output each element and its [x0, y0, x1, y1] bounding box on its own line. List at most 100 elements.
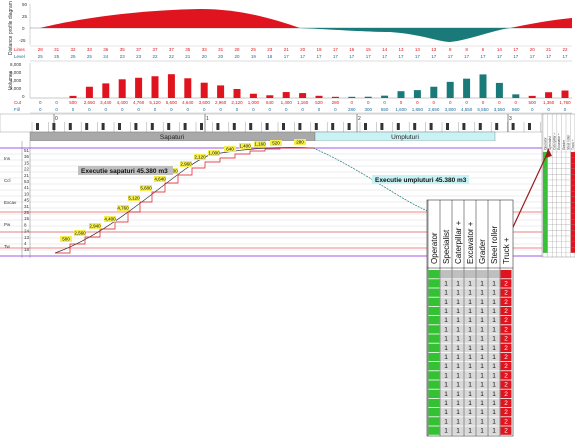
mini-cell	[561, 185, 567, 192]
profile-line-value: 32	[70, 47, 76, 52]
mini-cell	[561, 163, 567, 169]
volume-tick-4000: 4,000	[10, 78, 22, 83]
station-marker	[446, 123, 449, 130]
cut-value: 1,000	[248, 100, 260, 105]
crew-cell-value: 1	[468, 354, 472, 361]
crew-cell	[488, 279, 500, 288]
mini-cell	[547, 207, 553, 214]
mini-cell	[561, 235, 567, 242]
crew-cell	[464, 288, 476, 297]
crew-cell	[500, 398, 512, 408]
crew-cell-value: 1	[492, 409, 496, 416]
profile-level-value: 17	[546, 54, 552, 59]
cut-value: 2,650	[84, 100, 96, 105]
crew-cell	[428, 325, 440, 334]
mini-cell	[556, 185, 562, 192]
mini-cell	[556, 174, 562, 181]
left-axis-number: 8	[24, 222, 27, 227]
cut-value: 0	[515, 100, 518, 105]
fill-value: 4,550	[461, 107, 473, 112]
step-label-box	[117, 205, 129, 211]
mini-cell	[570, 185, 575, 192]
left-axis-number: 25	[24, 210, 30, 215]
mini-cell	[542, 207, 548, 214]
profile-line-value: 33	[202, 47, 208, 52]
crew-cell-value: 1	[492, 418, 496, 425]
crew-cell	[440, 362, 452, 371]
mini-cell	[552, 157, 557, 164]
cut-bar	[118, 79, 126, 98]
crew-cell	[452, 389, 464, 398]
crew-cell-value: 2	[504, 299, 508, 306]
mini-cell	[570, 247, 575, 253]
crew-cell-value: 2	[504, 290, 508, 297]
step-label-box	[89, 223, 101, 229]
cut-bar	[331, 96, 339, 98]
crew-cell-value: 1	[492, 400, 496, 407]
crew-cell	[452, 380, 464, 389]
crew-cell-value: 1	[480, 336, 484, 343]
fill-bar	[381, 95, 389, 98]
mini-cell	[565, 230, 571, 237]
crew-cell-value: 1	[492, 428, 496, 435]
crew-cell	[464, 297, 476, 306]
crew-cell-value: 1	[492, 354, 496, 361]
mini-cell	[561, 219, 567, 225]
station-marker	[134, 123, 138, 130]
mini-cell	[542, 168, 548, 175]
cut-title-box	[78, 166, 173, 175]
crew-cell	[440, 389, 452, 398]
profile-level-value: 17	[349, 54, 355, 59]
profile-line-value: 22	[562, 47, 568, 52]
crew-cell	[464, 343, 476, 352]
profile-level-value: 20	[234, 54, 240, 59]
profile-fill-shape	[300, 28, 510, 42]
crew-cell	[488, 325, 500, 334]
crew-cell-value: 1	[480, 308, 484, 315]
mini-cell	[547, 196, 553, 203]
profile-level-value: 22	[152, 54, 158, 59]
crew-cell-value: 1	[480, 317, 484, 324]
crew-cell-value: 1	[468, 280, 472, 287]
fill-value: 1,600	[395, 107, 407, 112]
crew-cell-value: 2	[504, 317, 508, 324]
mini-cell	[556, 191, 562, 197]
profile-line-value: 31	[218, 47, 224, 52]
station-marker	[101, 123, 105, 130]
profile-line-value: 13	[431, 47, 437, 52]
mini-cell	[552, 247, 557, 253]
crew-cell-value: 1	[456, 428, 460, 435]
crew-cell-value: 1	[480, 280, 484, 287]
crew-cell-value: 1	[456, 317, 460, 324]
step-label-box	[140, 185, 152, 191]
profile-line-value: 25	[251, 47, 257, 52]
fill-value: 0	[285, 107, 288, 112]
station-2: 2	[358, 116, 361, 122]
profile-line-value: 19	[316, 47, 322, 52]
mini-cell	[565, 241, 571, 248]
crew-cell	[488, 408, 500, 417]
mini-crew-table: Operator Specialist Caterpillar + Excavator…	[541, 113, 575, 258]
cut-bar	[282, 92, 290, 98]
step-label-box	[224, 146, 236, 152]
fill-value: 0	[219, 107, 222, 112]
mini-cell	[565, 179, 571, 186]
station-marker	[495, 123, 499, 130]
crew-cell-value: 1	[456, 299, 460, 306]
station-marker	[265, 123, 269, 130]
mini-cell	[547, 179, 553, 186]
mini-cell	[547, 174, 553, 181]
crew-cell	[500, 408, 512, 417]
cut-value: 640	[266, 100, 274, 105]
fill-value: 0	[187, 107, 190, 112]
mini-cell	[552, 168, 557, 175]
cut-title: Executie sapaturi 45.380 m3	[81, 168, 168, 175]
profile-tick-neg25: -25	[19, 38, 26, 43]
mini-cell	[570, 224, 575, 231]
mini-cell	[552, 224, 557, 231]
left-axis-number: 15	[24, 216, 30, 221]
crew-cell	[488, 306, 500, 316]
cut-value: 1,760	[559, 100, 571, 105]
mini-cell	[561, 157, 567, 164]
crew-cell	[440, 316, 452, 325]
